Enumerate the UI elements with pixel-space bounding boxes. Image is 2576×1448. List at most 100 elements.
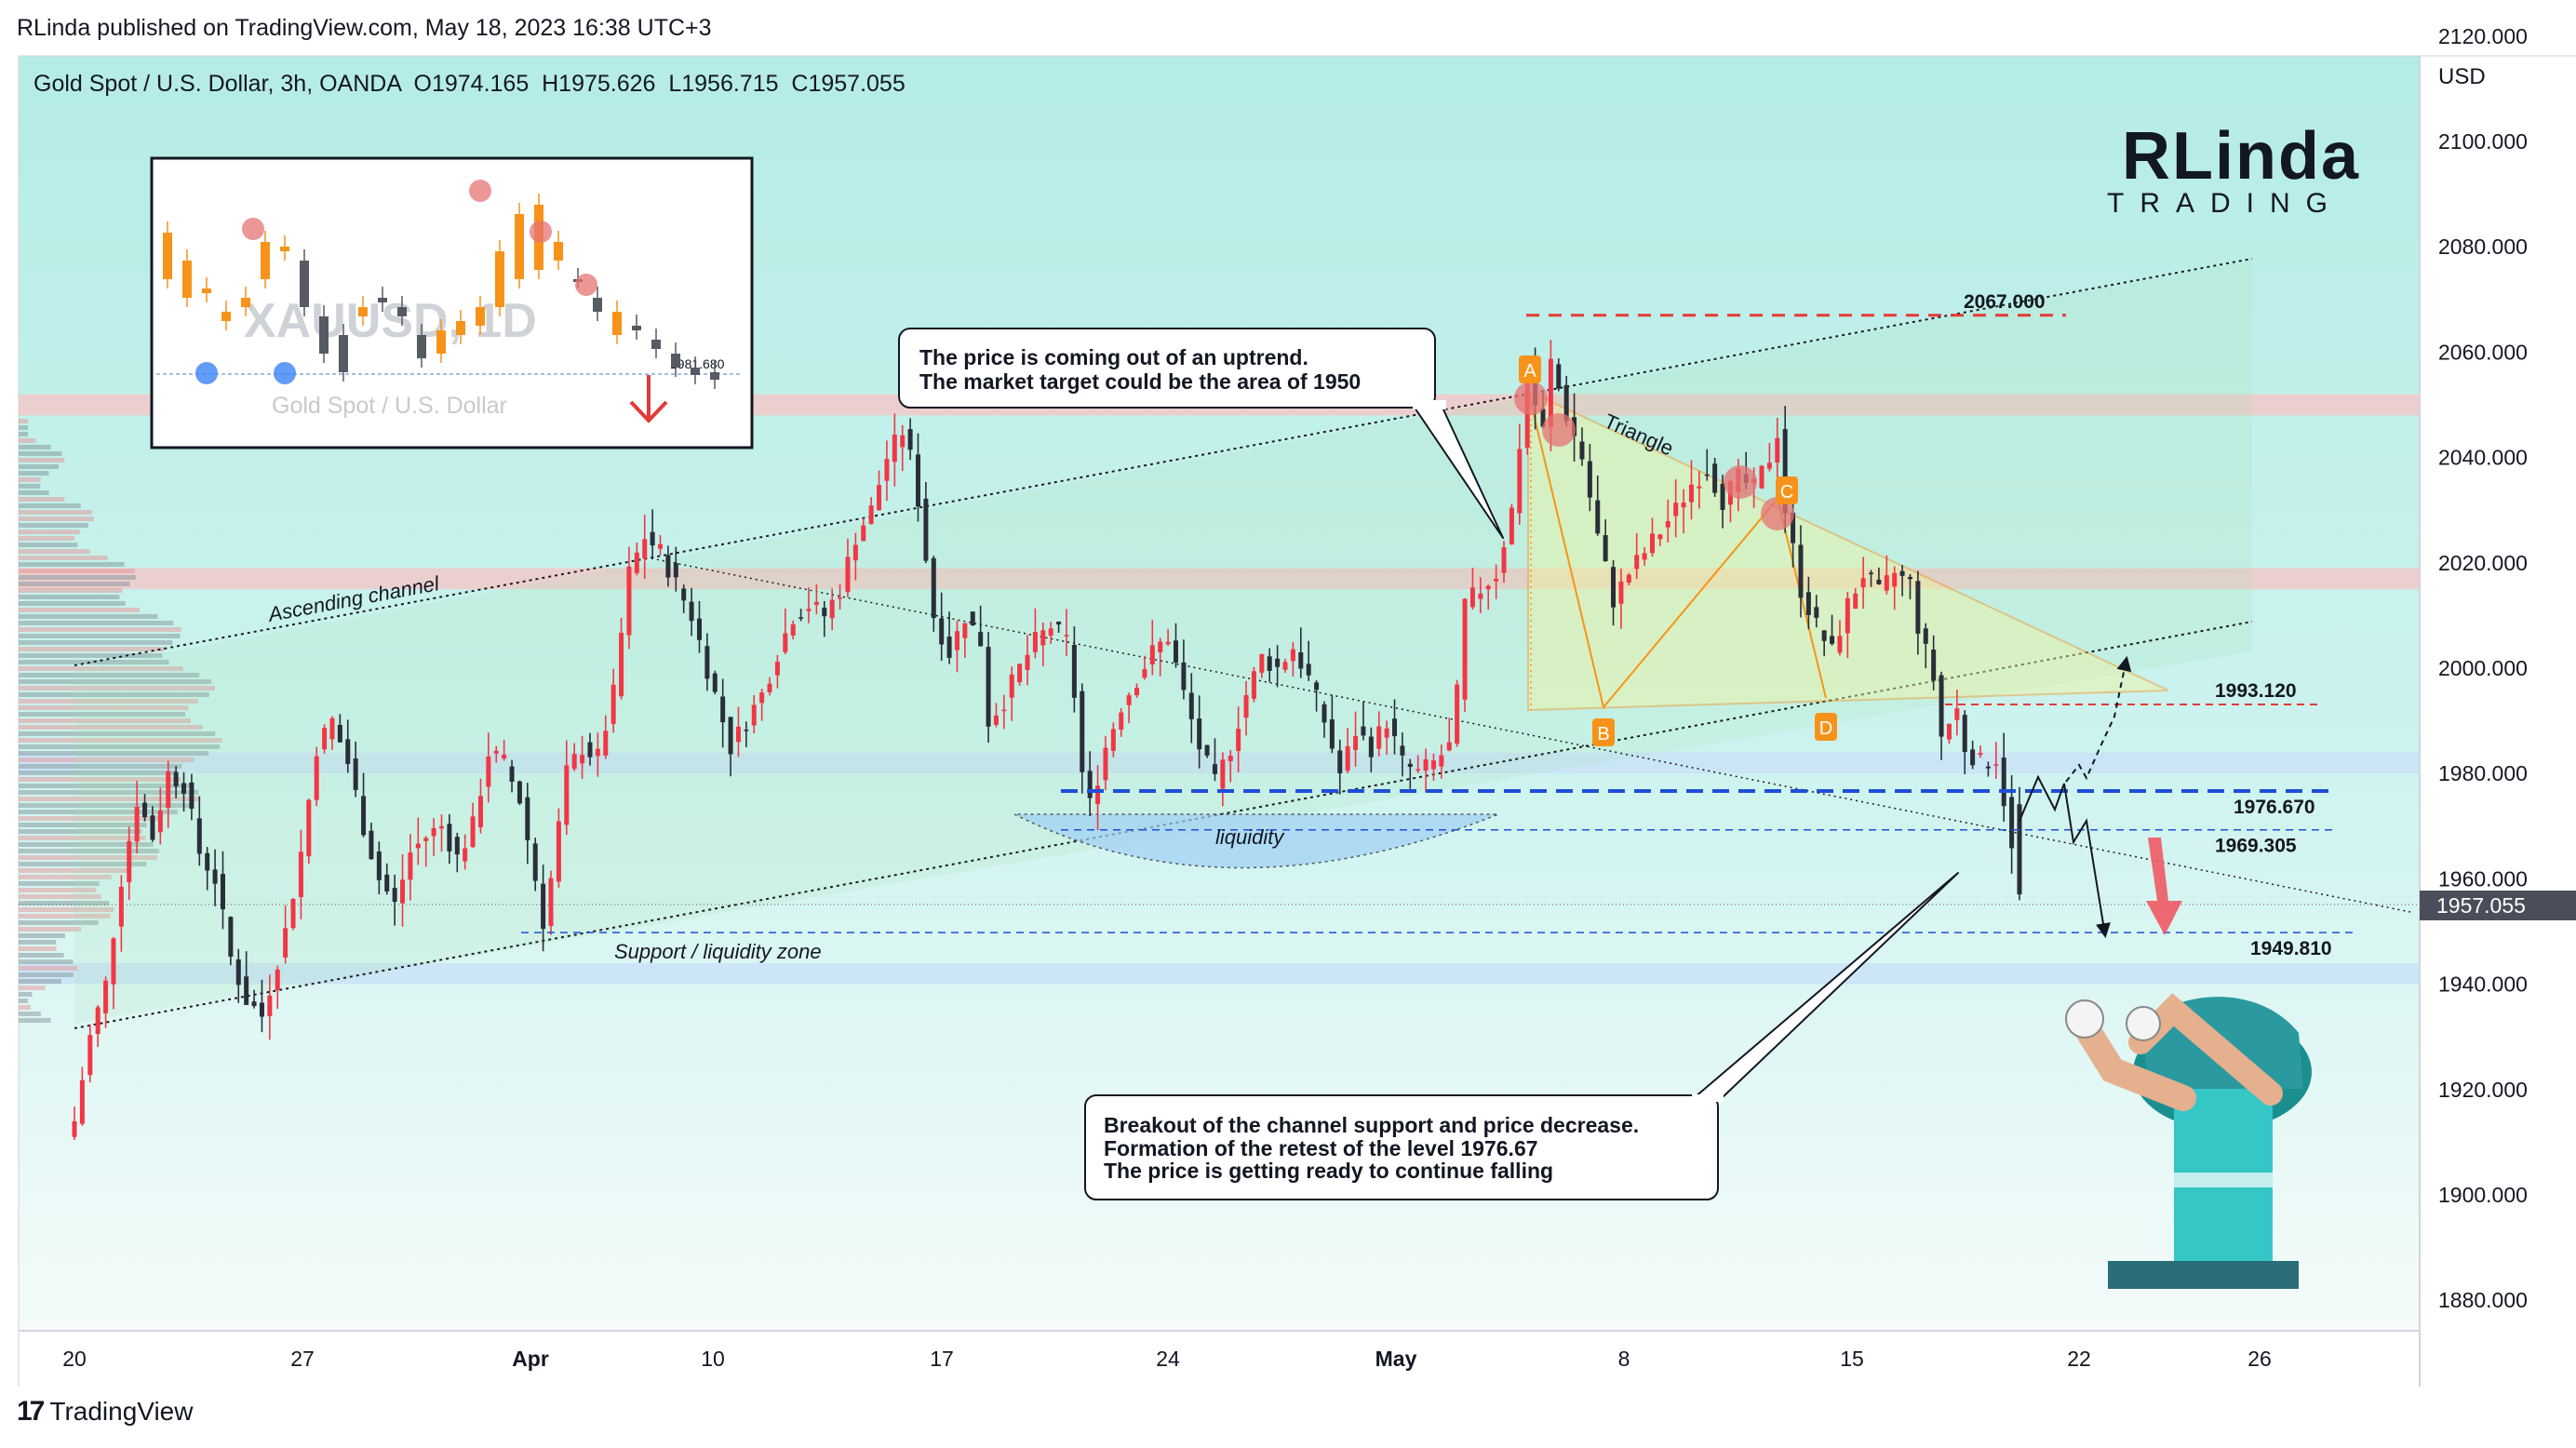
candle-body	[509, 766, 515, 783]
candle-body	[735, 726, 741, 743]
candle-body	[790, 623, 796, 636]
volume-profile-bar	[19, 933, 65, 938]
volume-profile-bar	[19, 627, 181, 632]
volume-profile-bar	[19, 751, 209, 756]
candle-body	[1384, 728, 1389, 738]
candle-body	[95, 1007, 101, 1035]
candle-body	[1149, 645, 1155, 665]
inset-body	[710, 372, 719, 380]
candle-body	[1798, 544, 1804, 598]
candle-body	[587, 742, 593, 758]
candle-body	[1306, 664, 1311, 676]
candle-body	[1837, 636, 1843, 653]
inset-high-marker	[242, 218, 264, 240]
swing-high-marker	[1724, 465, 1757, 499]
candle-body	[1275, 658, 1281, 667]
volume-profile-bar	[19, 608, 141, 612]
inset-watermark: XAUUSD, 1D	[244, 294, 537, 348]
candle-body	[361, 796, 367, 836]
candle-body	[1978, 753, 1983, 756]
candle-body	[392, 888, 397, 903]
volume-profile-bar	[19, 588, 123, 593]
inset-low-marker	[195, 362, 218, 384]
volume-profile-bar	[19, 816, 161, 821]
volume-profile-bar	[19, 640, 173, 645]
candle-body	[157, 811, 163, 833]
candle-body	[728, 717, 733, 755]
volume-profile-bar	[19, 894, 101, 899]
candle-body	[103, 980, 109, 1013]
candle-body	[447, 824, 452, 851]
inset-body	[417, 335, 426, 358]
candlesticks	[72, 340, 2022, 1141]
candle-body	[1869, 572, 1874, 574]
level-label: 2067.000	[1964, 291, 2046, 313]
inset-body	[261, 242, 270, 279]
candle-body	[642, 539, 648, 559]
candle-body	[1032, 632, 1038, 652]
candle-body	[1501, 547, 1507, 573]
candle-body	[1212, 764, 1217, 774]
candle-body	[2017, 804, 2022, 895]
volume-profile-bar	[19, 614, 158, 619]
candle-body	[1478, 593, 1483, 599]
inset-body	[163, 233, 172, 279]
candle-body	[298, 851, 303, 897]
inset-body	[436, 330, 446, 354]
volume-profile-bar	[19, 582, 130, 586]
published-text: RLinda published on TradingView.com, May…	[17, 15, 712, 41]
candle-body	[1595, 500, 1601, 534]
volume-profile-bar	[19, 699, 199, 704]
inset-body	[554, 242, 563, 261]
volume-profile-bar	[19, 490, 49, 495]
candle-body	[1228, 756, 1233, 761]
liquidity-label: liquidity	[1215, 825, 1285, 849]
volume-profile-bar	[19, 679, 212, 684]
candle-body	[751, 704, 757, 726]
candle-body	[486, 756, 491, 787]
candle-body	[118, 886, 124, 927]
candle-body	[1946, 723, 1952, 740]
candle-body	[1040, 630, 1046, 646]
candle-body	[1923, 628, 1928, 644]
price-zone	[19, 962, 2420, 985]
candle-body	[1485, 585, 1491, 590]
volume-profile-bar	[19, 445, 51, 449]
candle-body	[1899, 570, 1905, 576]
candle-body	[954, 631, 959, 650]
volume-profile-bar	[19, 842, 154, 847]
volume-profile-bar	[19, 907, 114, 912]
candle-body	[1603, 535, 1608, 561]
candle-body	[1462, 598, 1468, 700]
candle-body	[1563, 384, 1569, 422]
candle-body	[244, 976, 249, 1005]
candle-body	[939, 618, 945, 645]
candle-body	[2001, 758, 2006, 807]
tradingview-logo[interactable]: 17 TradingView	[17, 1396, 193, 1428]
inset-body	[456, 321, 465, 335]
time-tick-label: 8	[1618, 1347, 1630, 1371]
inset-body	[397, 307, 407, 316]
volume-profile-bar	[19, 1012, 41, 1016]
candle-body	[1056, 621, 1062, 625]
inset-body	[612, 312, 622, 335]
candle-body	[251, 1001, 257, 1007]
candle-body	[408, 852, 413, 880]
time-tick-label: Apr	[512, 1347, 549, 1371]
price-tick-label: 2040.000	[2438, 446, 2528, 470]
support-zone-label: Support / liquidity zone	[614, 940, 822, 963]
candle-body	[704, 646, 710, 679]
candle-body	[798, 617, 804, 619]
candle-body	[1649, 533, 1656, 554]
candle-body	[1282, 662, 1288, 670]
volume-profile-bar	[19, 419, 28, 423]
inset-body	[378, 298, 387, 302]
candle-body	[431, 828, 436, 837]
time-tick-label: 26	[2247, 1347, 2272, 1371]
candle-body	[1267, 656, 1272, 671]
candle-body	[1517, 449, 1523, 514]
candle-body	[134, 806, 140, 842]
volume-profile-bar	[19, 738, 222, 743]
candle-body	[1095, 785, 1101, 805]
